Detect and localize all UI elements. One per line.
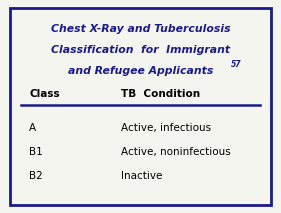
FancyBboxPatch shape (10, 8, 271, 205)
Text: Chest X-Ray and Tuberculosis: Chest X-Ray and Tuberculosis (51, 24, 230, 34)
Text: A: A (29, 122, 36, 132)
Text: and Refugee Applicants: and Refugee Applicants (68, 66, 213, 76)
Text: 57: 57 (231, 60, 242, 69)
Text: B1: B1 (29, 147, 43, 157)
Text: B2: B2 (29, 171, 43, 181)
Text: Classification  for  Immigrant: Classification for Immigrant (51, 45, 230, 55)
Text: TB  Condition: TB Condition (121, 89, 200, 99)
Text: Inactive: Inactive (121, 171, 162, 181)
Text: Active, noninfectious: Active, noninfectious (121, 147, 231, 157)
Text: Class: Class (29, 89, 60, 99)
Text: Active, infectious: Active, infectious (121, 122, 211, 132)
